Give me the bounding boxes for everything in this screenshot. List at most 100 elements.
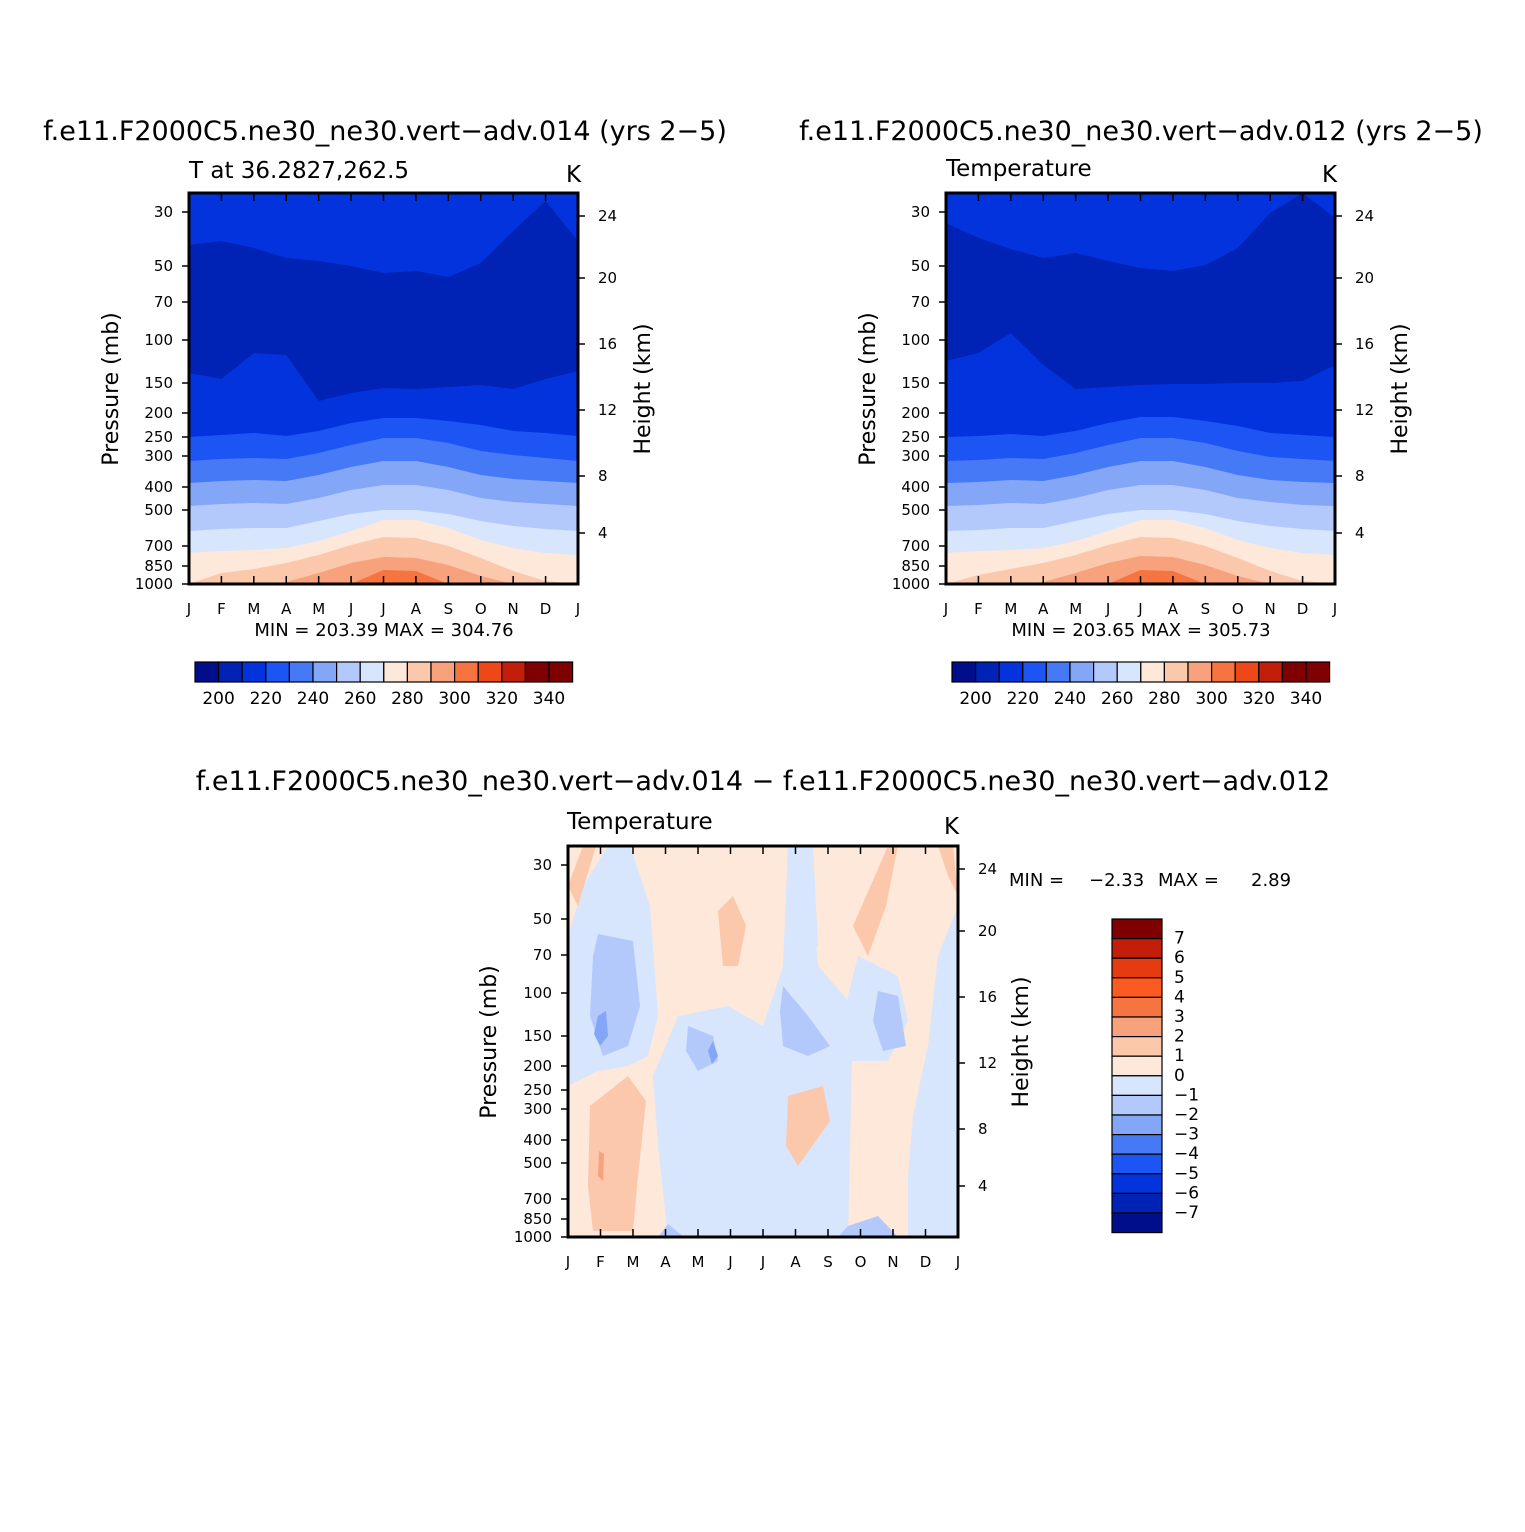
- colorbar-swatch: [1111, 918, 1163, 940]
- colorbar-swatch: [548, 661, 574, 683]
- colorbar-tick-label: 300: [438, 689, 470, 709]
- contour-band: [938, 846, 958, 896]
- colorbar-tick-label: −2: [1174, 1105, 1199, 1125]
- contour-band: [594, 1011, 608, 1046]
- y2-tick-label: 16: [598, 335, 617, 353]
- contour-band: [568, 846, 596, 906]
- panel-subtitle-left: Temperature: [945, 156, 1092, 182]
- colorbar-swatch: [1111, 1192, 1163, 1214]
- colorbar-tick-label: 280: [391, 689, 423, 709]
- colorbar-tick-label: −1: [1174, 1085, 1199, 1105]
- y2-tick-label: 20: [1355, 269, 1374, 287]
- y2-tick-label: 4: [1355, 524, 1365, 542]
- colorbar-swatch: [1111, 957, 1163, 979]
- colorbar-swatch: [1111, 1173, 1163, 1195]
- colorbar-tick-label: 240: [297, 689, 329, 709]
- y-tick-label: 250: [901, 428, 930, 446]
- y-tick-label: 500: [144, 501, 173, 519]
- x-tick-label: J: [565, 1253, 570, 1271]
- y2-tick-label: 8: [598, 467, 608, 485]
- contour-band: [658, 1224, 683, 1237]
- x-tick-label: M: [247, 600, 260, 618]
- x-tick-label: J: [186, 600, 191, 618]
- colorbar-swatch: [430, 661, 456, 683]
- y-tick-label: 200: [144, 404, 173, 422]
- colorbar-swatch: [951, 661, 977, 683]
- max-label: MAX =: [1158, 870, 1219, 891]
- x-tick-label: A: [790, 1253, 801, 1271]
- y-tick-label: 200: [901, 404, 930, 422]
- colorbar-swatch: [1111, 1075, 1163, 1097]
- contour-band: [786, 1086, 830, 1166]
- contour-band: [853, 846, 898, 956]
- y-tick-label: 300: [144, 447, 173, 465]
- x-tick-label: D: [920, 1253, 932, 1271]
- panel-title: f.e11.F2000C5.ne30_ne30.vert−adv.012 (yr…: [799, 116, 1483, 147]
- min-max-stats: MIN = 203.39 MAX = 304.76: [254, 620, 513, 641]
- colorbar-swatch: [359, 661, 385, 683]
- colorbar-swatch: [312, 661, 338, 683]
- y2-tick-label: 8: [978, 1120, 988, 1138]
- y-tick-label: 150: [144, 374, 173, 392]
- y-tick-label: 850: [144, 557, 173, 575]
- colorbar-tick-label: −3: [1174, 1125, 1199, 1145]
- contour-band: [908, 906, 958, 1237]
- colorbar-swatch: [218, 661, 243, 683]
- colorbar-swatch: [241, 661, 267, 683]
- colorbar-tick-label: −6: [1174, 1183, 1199, 1203]
- colorbar-swatch: [501, 661, 526, 683]
- panel-title: f.e11.F2000C5.ne30_ne30.vert−adv.014 − f…: [196, 766, 1331, 797]
- x-tick-label: O: [1232, 600, 1244, 618]
- y2-tick-label: 24: [978, 860, 997, 878]
- x-tick-label: S: [444, 600, 454, 618]
- min-value: −2.33: [1089, 870, 1144, 891]
- colorbar-tick-label: 260: [344, 689, 376, 709]
- colorbar-swatch: [454, 661, 479, 683]
- y-tick-label: 70: [154, 293, 173, 311]
- panel-difference: f.e11.F2000C5.ne30_ne30.vert−adv.014 − f…: [196, 766, 1331, 1271]
- colorbar-tick-label: 0: [1174, 1066, 1185, 1086]
- y-tick-label: 100: [144, 331, 173, 349]
- x-tick-label: D: [1297, 600, 1309, 618]
- y2-axis-label: Height (km): [1388, 323, 1413, 454]
- y2-tick-label: 24: [1355, 207, 1374, 225]
- contour-band: [873, 991, 906, 1051]
- colorbar-tick-label: 200: [202, 689, 234, 709]
- panel-title: f.e11.F2000C5.ne30_ne30.vert−adv.014 (yr…: [43, 116, 727, 147]
- y2-tick-label: 12: [1355, 401, 1374, 419]
- colorbar-tick-label: 3: [1174, 1007, 1185, 1027]
- colorbar-tick-label: 320: [486, 689, 518, 709]
- x-tick-label: F: [217, 600, 226, 618]
- colorbar-swatch: [1111, 1055, 1163, 1077]
- colorbar-swatch: [1305, 661, 1331, 683]
- colorbar-swatch: [1281, 661, 1307, 683]
- y-tick-label: 850: [523, 1210, 552, 1228]
- colorbar-swatch: [288, 661, 314, 683]
- contour-band: [189, 201, 578, 401]
- colorbar-swatch: [336, 661, 361, 683]
- x-tick-label: M: [1069, 600, 1082, 618]
- panel-subtitle-left: Temperature: [566, 809, 713, 835]
- panel-units: K: [566, 162, 582, 188]
- y-tick-label: 500: [523, 1154, 552, 1172]
- y-tick-label: 1000: [514, 1228, 552, 1246]
- y-tick-label: 300: [523, 1100, 552, 1118]
- colorbar-tick-label: 4: [1174, 987, 1185, 1007]
- colorbar-tick-label: −4: [1174, 1144, 1199, 1164]
- colorbar-swatch: [1111, 1016, 1163, 1038]
- x-tick-label: O: [475, 600, 487, 618]
- x-tick-label: J: [575, 600, 580, 618]
- contour-band: [708, 1041, 718, 1064]
- y-axis-label: Pressure (mb): [856, 312, 881, 466]
- y-tick-label: 30: [911, 203, 930, 221]
- y2-tick-label: 16: [978, 988, 997, 1006]
- colorbar-swatch: [1140, 661, 1166, 683]
- colorbar-tick-label: 260: [1101, 689, 1133, 709]
- x-tick-label: J: [727, 1253, 732, 1271]
- y-tick-label: 500: [901, 501, 930, 519]
- colorbar-swatch: [1111, 1212, 1163, 1234]
- colorbar-swatch: [1111, 977, 1163, 998]
- colorbar-swatch: [1111, 1114, 1163, 1136]
